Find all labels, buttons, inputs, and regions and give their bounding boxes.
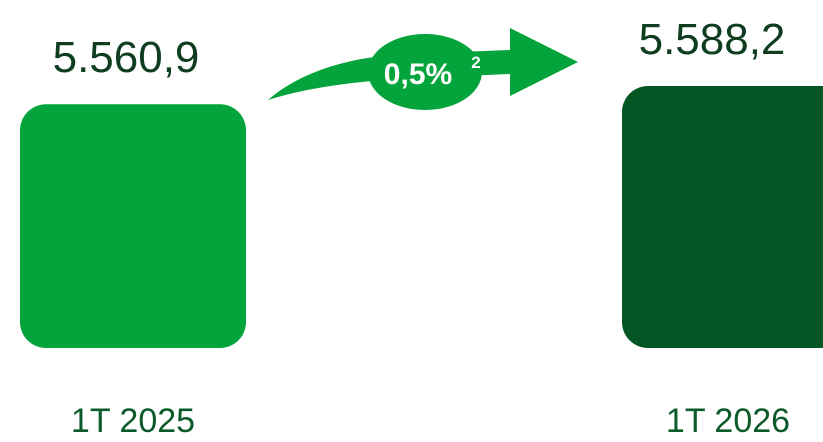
value-label-1t-2025: 5.560,9	[53, 33, 200, 82]
bar-1t-2026	[622, 86, 823, 348]
category-label-1t-2025: 1T 2025	[71, 402, 195, 440]
growth-badge	[368, 34, 482, 110]
growth-percent-label: 0,5%	[384, 58, 452, 91]
value-label-1t-2026: 5.588,2	[639, 15, 786, 64]
growth-footnote-marker: 2	[471, 53, 480, 72]
bar-1t-2025	[20, 104, 246, 349]
category-label-1t-2026: 1T 2026	[666, 402, 790, 440]
